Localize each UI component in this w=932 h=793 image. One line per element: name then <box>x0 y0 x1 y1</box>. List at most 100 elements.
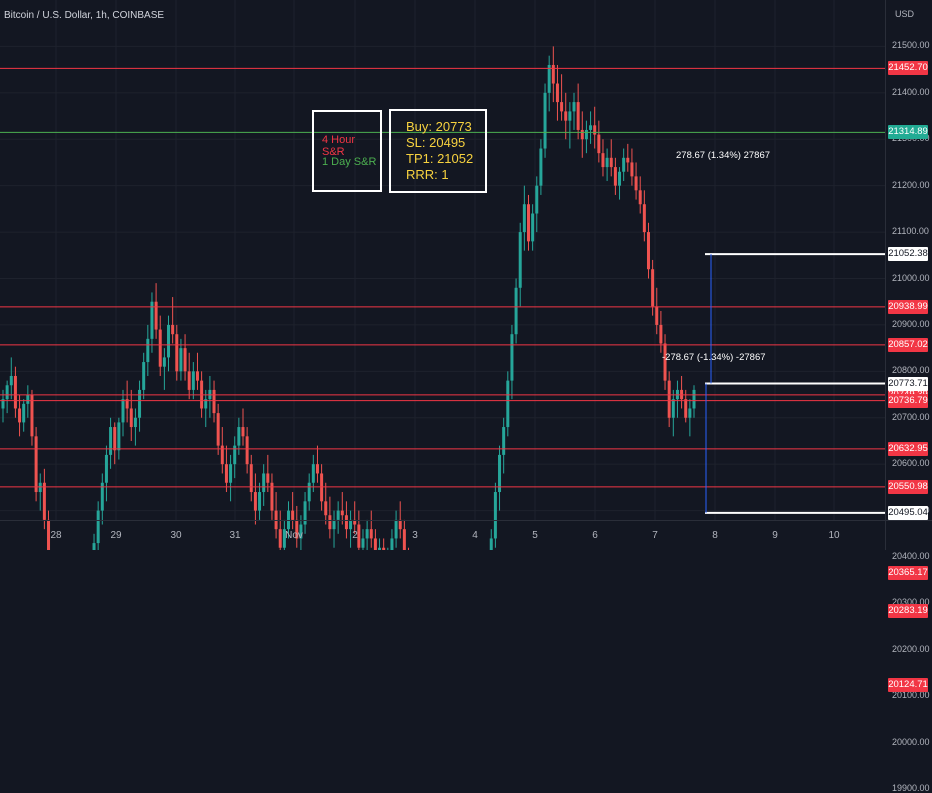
price-tick-label: 20800.00 <box>892 365 930 376</box>
candle-body <box>162 357 166 367</box>
price-tag: 21314.89 <box>888 125 928 140</box>
candle-body <box>191 371 195 390</box>
candle-body <box>510 334 514 381</box>
candle-body <box>597 134 601 154</box>
price-chart[interactable] <box>0 0 932 550</box>
candle-body <box>187 371 191 390</box>
price-tick-label: 21100.00 <box>892 226 929 237</box>
measure-down-label: -278.67 (-1.34%) -27867 <box>662 352 766 363</box>
candle-body <box>311 464 315 483</box>
candle-body <box>258 492 262 511</box>
candle-body <box>555 83 559 103</box>
candle-body <box>580 129 584 140</box>
candle-body <box>502 427 506 455</box>
candle-body <box>344 515 348 530</box>
candle-body <box>274 510 278 530</box>
date-tick-label: 6 <box>592 530 598 541</box>
candle-body <box>576 102 580 130</box>
candle-body <box>224 464 228 483</box>
price-tick-label: 20600.00 <box>892 458 930 469</box>
candle-body <box>663 343 667 381</box>
candle-body <box>100 482 104 511</box>
candle-body <box>266 473 270 483</box>
candle-body <box>564 111 568 121</box>
candle-body <box>398 519 402 530</box>
date-tick-label: 2 <box>352 530 358 541</box>
candle-body <box>133 417 137 428</box>
legend-4-hour: 4 Hour S&R <box>322 134 356 158</box>
trade-stop-loss: SL: 20495 <box>406 135 466 150</box>
candle-body <box>146 338 150 363</box>
date-tick-label: 31 <box>229 530 241 541</box>
candle-body <box>92 543 96 550</box>
candle-body <box>315 464 319 474</box>
candle-body <box>394 519 398 539</box>
candle-body <box>241 427 245 437</box>
candle-body <box>634 176 638 191</box>
price-tag: 20736.79 <box>888 393 928 408</box>
candle-body <box>109 427 113 455</box>
candle-body <box>390 538 394 550</box>
candle-body <box>270 482 274 511</box>
candle-body <box>125 399 129 409</box>
price-tag: 20365.17 <box>888 566 928 581</box>
price-tick-label: 21500.00 <box>892 40 930 51</box>
candle-body <box>158 329 162 367</box>
candle-body <box>506 380 510 428</box>
candle-body <box>667 380 671 418</box>
candle-body <box>378 547 382 550</box>
measure-up-label: 278.67 (1.34%) 27867 <box>676 150 771 161</box>
candle-body <box>278 529 282 548</box>
candle-body <box>522 204 526 233</box>
candle-body <box>129 408 133 428</box>
price-tick-label: 20900.00 <box>892 318 930 329</box>
price-tag: 20283.19 <box>888 604 928 619</box>
price-tick-label: 21000.00 <box>892 272 930 283</box>
price-tag: 20495.04 <box>888 505 928 520</box>
price-tag: 20124.71 <box>888 677 928 692</box>
candle-body <box>183 348 187 372</box>
candle-body <box>303 501 307 525</box>
candle-body <box>605 157 609 168</box>
candle-body <box>167 324 171 358</box>
date-tick-label: 4 <box>472 530 478 541</box>
candle-body <box>13 375 17 409</box>
candle-body <box>357 524 361 548</box>
price-tag: 20857.02 <box>888 337 928 352</box>
candle-body <box>229 464 233 483</box>
sr-legend-box: 4 Hour S&R 1 Day S&R <box>312 110 382 192</box>
candle-body <box>138 389 142 418</box>
candle-body <box>295 519 299 539</box>
symbol-title[interactable]: Bitcoin / U.S. Dollar, 1h, COINBASE <box>4 10 165 21</box>
price-tick-label: 21200.00 <box>892 179 930 190</box>
price-tick-label: 19900.00 <box>892 783 930 793</box>
candle-body <box>195 371 199 381</box>
candle-body <box>249 464 253 493</box>
candle-body <box>638 190 642 205</box>
candle-body <box>568 111 572 121</box>
candle-body <box>498 454 502 493</box>
candle-body <box>493 492 497 539</box>
candle-body <box>609 157 613 168</box>
trade-take-profit: TP1: 21052 <box>406 151 474 166</box>
candle-body <box>340 510 344 516</box>
legend-1-day: 1 Day S&R <box>322 156 377 168</box>
candle-body <box>531 213 535 242</box>
candle-body <box>489 538 493 550</box>
candle-body <box>96 510 100 544</box>
candle-body <box>659 324 663 344</box>
candle-body <box>688 408 692 418</box>
candle-body <box>382 547 386 550</box>
candle-body <box>42 482 46 520</box>
candle-body <box>282 529 286 548</box>
price-tag: 20550.98 <box>888 479 928 494</box>
candle-body <box>47 519 51 550</box>
candle-body <box>307 482 311 502</box>
candle-body <box>18 408 22 423</box>
candle-body <box>369 529 373 539</box>
candle-body <box>365 529 369 539</box>
candle-body <box>642 204 646 233</box>
candle-body <box>328 515 332 530</box>
price-tag: 21452.70 <box>888 61 928 76</box>
